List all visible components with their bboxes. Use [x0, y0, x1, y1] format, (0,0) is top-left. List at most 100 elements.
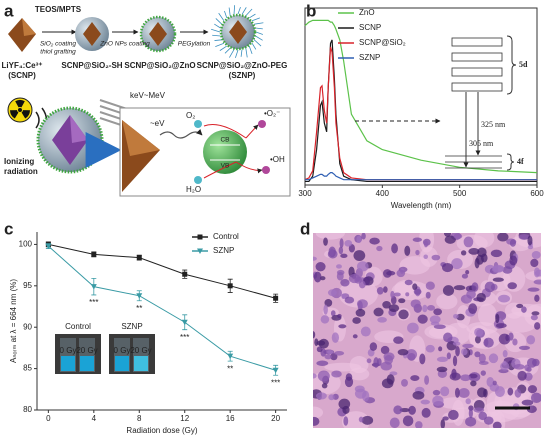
nucleus — [343, 416, 349, 426]
nucleus — [422, 304, 428, 313]
nucleus — [507, 282, 517, 290]
nucleus — [393, 292, 401, 297]
nucleus — [436, 366, 448, 373]
stroma — [477, 303, 497, 327]
peg-chain — [224, 10, 228, 19]
stroma — [313, 406, 324, 419]
nucleus — [330, 310, 336, 317]
nucleus — [360, 326, 371, 337]
nucleus — [389, 417, 400, 428]
legend-label: Control — [213, 232, 239, 241]
point — [181, 319, 188, 326]
nucleus — [381, 378, 394, 389]
legend-marker — [197, 248, 203, 254]
y-tick-label: 100 — [19, 240, 33, 249]
series-line — [48, 243, 276, 299]
nucleus — [460, 250, 467, 256]
legend-label: ZnO — [359, 8, 375, 17]
nucleus — [432, 395, 444, 407]
nucleus — [383, 286, 388, 293]
level-label: 4f — [517, 157, 524, 166]
peg-chain — [219, 45, 227, 51]
nucleus — [526, 335, 536, 345]
octahedron — [149, 22, 167, 46]
mech-label: Ionizing — [4, 157, 34, 166]
nucleus — [488, 353, 499, 364]
product-label: (SZNP) — [229, 71, 256, 80]
point — [90, 284, 97, 290]
nucleus — [344, 296, 355, 304]
nucleus — [453, 233, 463, 240]
nucleus — [452, 355, 458, 367]
vial-label: 0 Gy — [114, 346, 131, 355]
nucleus — [316, 340, 326, 346]
nucleus — [527, 245, 534, 250]
mech-label: keV~MeV — [130, 91, 166, 100]
nucleus — [480, 370, 486, 376]
nucleus — [315, 392, 327, 400]
mech-label: radiation — [4, 167, 38, 176]
nucleus — [412, 391, 425, 400]
nucleus — [336, 271, 344, 281]
nucleus — [451, 368, 457, 379]
x-tick-label: 16 — [226, 414, 235, 423]
nucleus — [393, 405, 403, 415]
nucleus — [474, 335, 481, 344]
nucleus — [509, 255, 518, 266]
level-box — [451, 52, 503, 62]
nucleus — [313, 331, 316, 339]
nucleus — [531, 392, 541, 404]
mech-label: •OH — [270, 155, 285, 164]
nucleus — [353, 250, 366, 261]
x-axis-label: Wavelength (nm) — [391, 201, 452, 210]
octahedron — [229, 20, 247, 44]
nucleus — [415, 249, 420, 256]
peg-chain — [251, 43, 257, 50]
brace — [506, 35, 517, 95]
x-tick-label: 500 — [453, 189, 467, 198]
series-line — [305, 39, 537, 183]
nucleus — [427, 304, 436, 311]
nucleus — [513, 364, 525, 370]
peg-chain — [224, 47, 231, 54]
nucleus — [436, 356, 449, 362]
step-label: PEGylation — [178, 41, 211, 48]
nucleus — [440, 386, 450, 397]
nucleus — [489, 383, 500, 392]
nucleus — [425, 281, 435, 290]
nucleus — [401, 378, 408, 387]
nucleus — [453, 285, 466, 291]
product-label: (SCNP) — [8, 71, 36, 80]
nucleus — [438, 346, 443, 352]
nucleus — [356, 261, 369, 272]
nucleus — [331, 332, 340, 343]
nucleus — [425, 344, 435, 353]
panel-label: b — [306, 1, 316, 20]
nucleus — [498, 294, 511, 303]
nucleus — [344, 240, 353, 247]
octahedron — [83, 22, 101, 46]
nucleus — [432, 389, 441, 396]
nucleus — [468, 248, 480, 255]
nucleus — [466, 289, 476, 299]
nucleus — [397, 348, 409, 356]
nucleus — [324, 354, 332, 360]
peg-chain — [235, 49, 239, 58]
nucleus — [338, 246, 344, 255]
nucleus — [410, 299, 421, 309]
step-label: ZnO NPs coating — [99, 41, 150, 48]
octahedron-face — [22, 18, 36, 36]
nucleus — [358, 280, 366, 289]
nucleus — [369, 237, 380, 245]
point — [136, 293, 143, 299]
nucleus — [315, 262, 326, 272]
trefoil-blade — [15, 99, 25, 108]
nucleus — [398, 298, 406, 304]
radiation-trefoil — [10, 99, 30, 119]
nucleus — [396, 269, 406, 278]
stroma — [315, 233, 345, 240]
zno-sphere — [203, 130, 247, 174]
product-label: LiYF₄:Ce³⁺ — [2, 61, 43, 70]
nucleus — [340, 253, 348, 258]
step-label: SiO₂ coating — [40, 41, 76, 48]
